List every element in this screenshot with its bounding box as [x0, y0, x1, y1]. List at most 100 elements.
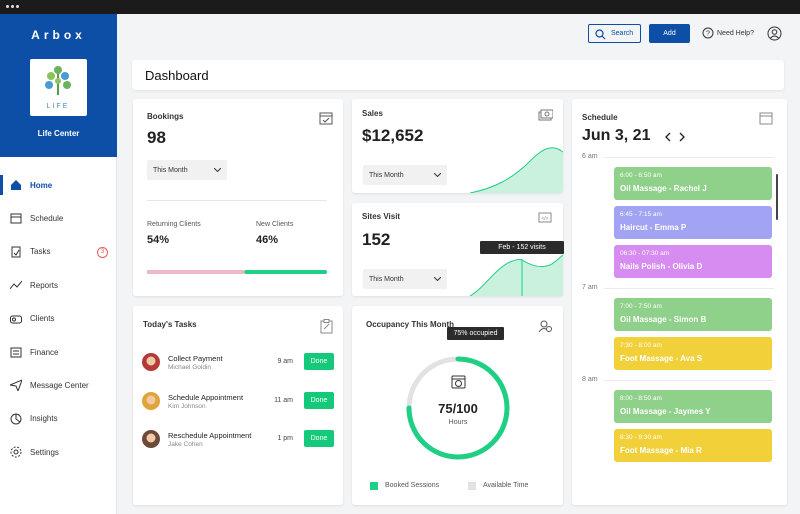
period-select[interactable]: This Month	[147, 160, 227, 180]
logo: LIFE	[30, 59, 87, 116]
task-time: 11 am	[274, 396, 293, 404]
nav-item[interactable]: Insights	[0, 407, 117, 431]
search-button[interactable]: Search	[588, 24, 641, 43]
event[interactable]: 6:45 - 7:15 am Haircut - Emma P	[614, 206, 772, 239]
title-bar: Dashboard	[132, 60, 784, 90]
tasks-icon	[320, 319, 333, 334]
svg-text:?: ?	[706, 31, 710, 38]
event[interactable]: 8:30 - 9:30 am Foot Massage - Mia R	[614, 429, 772, 462]
svg-text:</>: </>	[541, 216, 548, 222]
sales-sparkline	[470, 147, 563, 193]
event-time: 06:30 - 07:30 am	[620, 250, 670, 257]
event[interactable]: 6:00 - 6:50 am Oil Massage - Rachel J	[614, 167, 772, 200]
sales-card: Sales $12,652 This Month	[352, 99, 563, 193]
task-time: 9 am	[277, 358, 293, 365]
nav-item[interactable]: Clients	[0, 307, 117, 331]
nav-item[interactable]: Message Center	[0, 373, 117, 397]
nav-label: Insights	[30, 414, 58, 424]
avatar	[142, 430, 160, 448]
occupancy-icon	[538, 320, 552, 333]
task-person: Jake Cohen	[168, 441, 203, 448]
active-indicator	[0, 175, 3, 195]
sales-icon	[538, 109, 553, 121]
event-time: 6:45 - 7:15 am	[620, 211, 662, 218]
event[interactable]: 7:00 - 7:50 am Oil Massage - Simon B	[614, 298, 772, 331]
nav-icon	[10, 446, 22, 458]
done-button[interactable]: Done	[304, 430, 334, 447]
nav-item[interactable]: Home	[0, 173, 117, 197]
event-time: 6:00 - 6:50 am	[620, 172, 662, 179]
organization: Life Center	[37, 129, 80, 138]
event-time: 7:00 - 7:50 am	[620, 303, 662, 310]
booked-arc	[406, 356, 510, 460]
event-title: Oil Massage - Jaymes Y	[620, 407, 711, 416]
sales-value: $12,652	[362, 126, 424, 145]
chevron	[434, 277, 441, 281]
nav-label: Finance	[30, 347, 59, 357]
event[interactable]: 06:30 - 07:30 am Nails Polish - Olivia D	[614, 245, 772, 278]
nav-item[interactable]: Schedule	[0, 206, 117, 230]
period-select[interactable]: This Month	[363, 269, 447, 289]
nav-icon	[10, 280, 22, 290]
logo-icon: LIFE	[45, 66, 71, 110]
new-value: 46%	[256, 234, 279, 246]
help-link[interactable]: ? Need Help?	[702, 27, 754, 39]
event[interactable]: 8:00 - 8:50 am Oil Massage - Jaymes Y	[614, 390, 772, 423]
occupancy-center: 75/100	[438, 401, 478, 416]
event-title: Oil Massage - Simon B	[620, 315, 707, 324]
returning-label: Returning Clients	[147, 221, 201, 228]
task-person: Michael Goldin	[168, 364, 211, 371]
event-time: 8:00 - 8:50 am	[620, 395, 662, 402]
nav-item[interactable]: Finance	[0, 340, 117, 364]
brand[interactable]: Arbox	[31, 28, 86, 42]
scrollbar[interactable]	[776, 174, 778, 220]
event-title: Foot Massage - Ava S	[620, 354, 703, 363]
nav-icon	[10, 213, 22, 224]
logo-text: LIFE	[47, 103, 70, 110]
nav-item[interactable]: Settings	[0, 440, 117, 464]
user-icon[interactable]	[767, 26, 782, 41]
card-title: Occupancy This Month	[366, 320, 455, 329]
period-label: This Month	[369, 275, 404, 283]
nav-icon	[10, 379, 22, 392]
task-title: Reschedule Appointment	[168, 431, 252, 440]
avatar-face	[146, 356, 156, 366]
event-time: 8:30 - 9:30 am	[620, 434, 662, 441]
nav-item[interactable]: Reports	[0, 273, 117, 297]
hour-label: 6 am	[582, 153, 598, 160]
sites-icon: </>	[538, 212, 552, 223]
nav-icon	[10, 347, 22, 358]
calendar-icon	[319, 112, 333, 125]
period-select[interactable]: This Month	[363, 165, 447, 185]
clock-icon	[451, 375, 466, 389]
returning-segment	[147, 270, 245, 274]
event-title: Nails Polish - Olivia D	[620, 262, 703, 271]
hour-label: 7 am	[582, 284, 598, 291]
card-title: Today's Tasks	[143, 320, 197, 329]
help-icon: ?	[702, 27, 714, 39]
event-time: 7:30 - 8:00 am	[620, 342, 662, 349]
calendar-icon	[759, 112, 773, 125]
event-title: Oil Massage - Rachel J	[620, 184, 707, 193]
date-nav[interactable]	[665, 132, 689, 142]
card-title: Sales	[362, 109, 383, 118]
event-title: Haircut - Emma P	[620, 223, 687, 232]
nav-label: Schedule	[30, 213, 64, 223]
legend-swatch	[468, 482, 476, 490]
nav-label: Home	[30, 180, 53, 190]
search-label: Search	[611, 30, 634, 37]
window-dot	[6, 5, 9, 8]
done-button[interactable]: Done	[304, 391, 334, 409]
legend-label: Booked Sessions	[385, 482, 440, 489]
done-button[interactable]: Done	[304, 353, 334, 370]
avatar	[142, 391, 160, 410]
nav-label: Reports	[30, 280, 59, 290]
add-button[interactable]: Add	[649, 24, 690, 43]
nav-item[interactable]: Tasks 3	[0, 240, 117, 264]
divider	[147, 200, 327, 201]
event[interactable]: 7:30 - 8:00 am Foot Massage - Ava S	[614, 337, 772, 370]
nav-label: Tasks	[30, 247, 51, 257]
chevron	[214, 168, 221, 172]
nav-label: Message Center	[30, 380, 89, 390]
